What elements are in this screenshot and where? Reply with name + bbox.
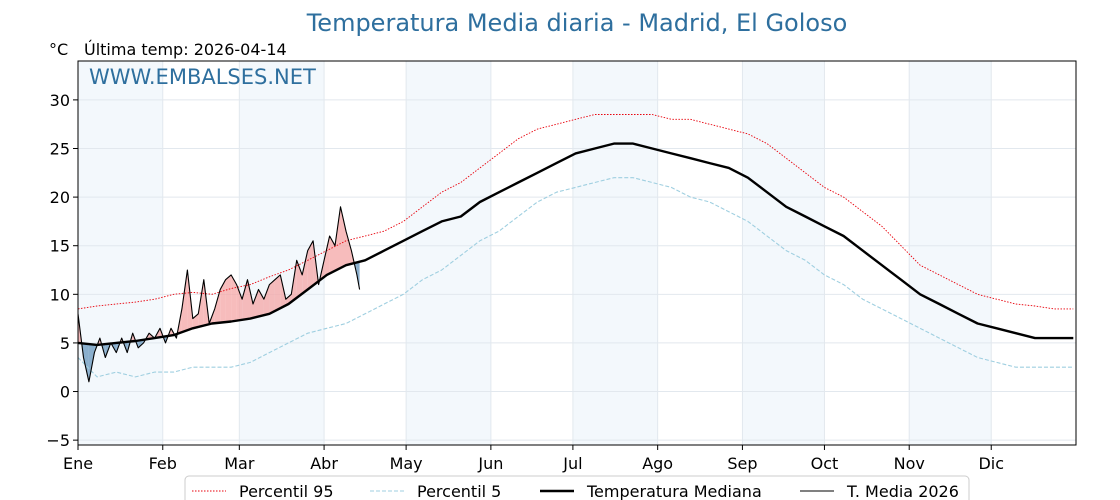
month-band-nov (909, 61, 992, 445)
last-temp-label: Última temp: 2026-04-14 (84, 40, 287, 59)
month-band-may (406, 61, 491, 445)
legend-label-temperatura-mediana: Temperatura Mediana (586, 482, 762, 500)
anomaly-fill-warm (231, 274, 237, 322)
anomaly-fill-warm (340, 206, 346, 268)
x-tick-label-oct: Oct (811, 454, 839, 473)
month-band-jul (572, 61, 658, 445)
y-tick-label: 20 (50, 188, 70, 207)
anomaly-fill-warm (346, 231, 352, 266)
anomaly-fill-warm (220, 279, 226, 323)
anomaly-fill-warm (253, 289, 259, 318)
series-line-t-media-2026 (77, 206, 361, 383)
anomaly-fill-cold (138, 339, 144, 348)
anomaly-fill-cold (356, 261, 360, 290)
anomaly-fill-warm (263, 284, 270, 316)
legend-label-percentil-5: Percentil 5 (417, 482, 501, 500)
x-tick-label-jun: Jun (477, 454, 503, 473)
series-lines (77, 114, 1074, 383)
legend-label-t-media-2026: T. Media 2026 (846, 482, 959, 500)
x-tick-label-feb: Feb (149, 454, 177, 473)
anomaly-fill-warm (225, 274, 232, 323)
x-axis: Ene Feb Mar Abr May Jun Jul Ago Sep Oct Nov Dic (63, 445, 1004, 473)
anomaly-fill-warm (335, 206, 341, 271)
x-tick-label-jul: Jul (562, 454, 582, 473)
y-tick-label: −5 (46, 431, 70, 450)
anomaly-fill-warm (269, 279, 275, 314)
watermark-text: WWW.EMBALSES.NET (89, 65, 316, 89)
anomaly-fill-warm (307, 240, 314, 290)
anomaly-fill-cold (83, 343, 89, 382)
anomaly-fill-warm (296, 260, 303, 298)
series-line-temperatura-mediana (77, 142, 1074, 347)
x-tick-label-mar: Mar (224, 454, 255, 473)
x-tick-label-ago: Ago (642, 454, 673, 473)
month-band-sep (742, 61, 825, 445)
y-axis: −5 0 5 10 15 20 25 30 (46, 91, 78, 450)
anomaly-fill-warm (324, 236, 330, 277)
anomaly-fill-warm (302, 250, 308, 294)
x-tick-label-dic: Dic (978, 454, 1004, 473)
legend-box (184, 475, 970, 500)
y-tick-label: 15 (50, 237, 70, 256)
anomaly-fill-warm (247, 279, 253, 319)
x-tick-label-abr: Abr (310, 454, 338, 473)
anomaly-fill-warm (214, 289, 221, 324)
y-tick-label: 25 (50, 139, 70, 158)
x-tick-label-sep: Sep (727, 454, 757, 473)
x-tick-label-ene: Ene (63, 454, 93, 473)
anomaly-fill-warm (274, 274, 281, 311)
anomaly-fill-warm (181, 270, 188, 333)
series-line-percentil-5 (77, 177, 1074, 378)
plot-background (78, 61, 992, 445)
x-tick-label-may: May (390, 454, 423, 473)
gridlines (77, 61, 1076, 445)
plot-frame (77, 60, 1077, 446)
anomaly-fill-warm (242, 279, 248, 320)
y-tick-label: 10 (50, 285, 70, 304)
chart-title: Temperatura Media diaria - Madrid, El Go… (306, 9, 848, 37)
legend-label-percentil-95: Percentil 95 (239, 482, 334, 500)
anomaly-fill-warm (236, 284, 243, 321)
month-band-ene (78, 61, 163, 445)
anomaly-fill-warm (258, 289, 264, 317)
unit-label: °C (49, 40, 68, 59)
legend: Percentil 95 Percentil 5 Temperatura Media… (184, 475, 970, 500)
x-tick-label-nov: Nov (894, 454, 925, 473)
anomaly-fill-warm (329, 236, 335, 274)
y-tick-label: 30 (50, 91, 70, 110)
series-line-percentil-95 (77, 114, 1074, 310)
y-tick-label: 0 (60, 383, 70, 402)
y-tick-label: 5 (60, 334, 70, 353)
